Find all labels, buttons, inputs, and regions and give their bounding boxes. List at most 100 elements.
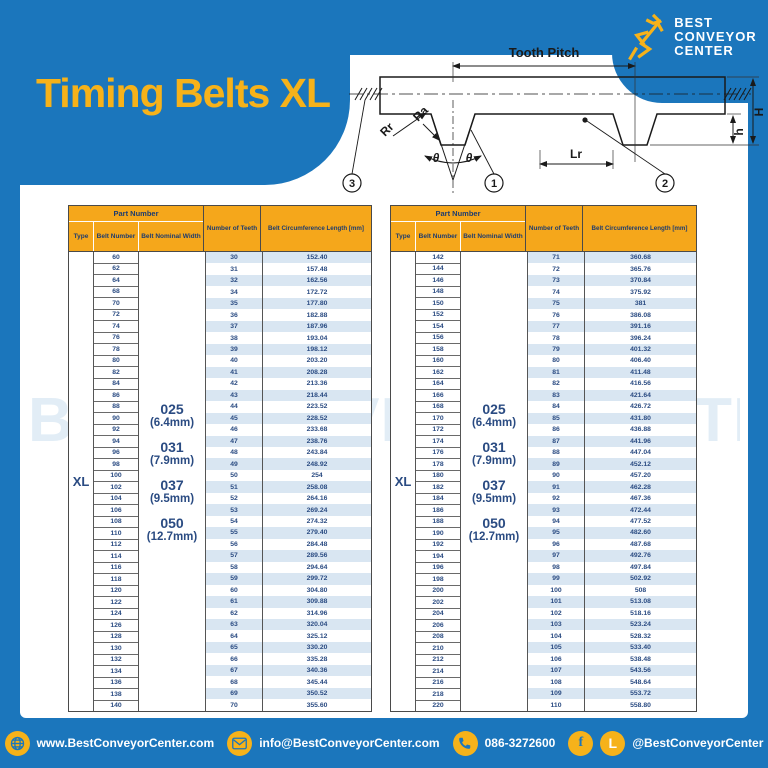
header-type: Type [69,222,94,251]
belt-number-cell: 186 [416,505,460,517]
circumference-cell: 502.92 [585,573,696,585]
circumference-cell: 345.44 [306,678,328,686]
belt-number-cell: 214 [416,666,460,678]
teeth-cell: 30 [206,252,262,264]
belt-number-cell: 196 [416,563,460,574]
width-code: 050 [160,514,184,531]
belt-number-cell: 176 [416,448,460,459]
callout-3: 3 [349,178,355,190]
teeth-cell: 49 [206,458,262,470]
header-belt-circumference: Belt Circumference Length [mm] [591,225,688,232]
circumference-cell: 177.80 [263,297,371,310]
belt-number-cell: 86 [94,390,138,402]
circumference-cell: 157.48 [306,265,328,273]
belt-number-cell: 140 [110,702,122,710]
belt-number-cell: 118 [94,574,138,586]
circumference-cell: 258.08 [263,481,371,493]
teeth-cell: 76 [552,311,560,319]
mail-icon [227,730,253,756]
circumference-cell: 182.88 [306,311,328,319]
circumference-cell: 172.72 [306,288,328,296]
teeth-cell: 96 [552,540,560,548]
table-header: Part Number Type Belt Number Belt Nomina… [69,206,371,252]
teeth-cell: 53 [206,504,262,516]
lr-label: Lr [570,147,582,161]
circumference-cell: 391.16 [585,320,696,333]
circumference-cell: 162.56 [263,274,371,287]
width-code: 037 [482,476,506,493]
belt-number-cell: 158 [416,344,460,356]
header-number-of-teeth: Number of Teeth [526,206,583,251]
belt-number-cell: 78 [94,344,138,356]
circumference-cell: 447.04 [630,449,651,457]
teeth-cell: 78 [552,334,560,342]
belt-number-cell: 110 [94,528,138,540]
teeth-cell: 68 [230,678,238,686]
belt-number-cell: 142 [416,252,460,264]
teeth-cell: 61 [206,596,262,608]
teeth-cell: 63 [206,619,262,631]
teeth-cell: 70 [230,701,238,709]
circumference-cell: 558.80 [630,701,651,709]
phone-icon [452,730,478,756]
belt-number-cell: 208 [416,632,460,643]
belt-number-cell: 138 [94,689,138,701]
teeth-cell: 81 [528,366,584,379]
circumference-cell: 203.20 [306,357,328,365]
teeth-cell: 41 [206,366,262,379]
belt-number-cell: 82 [94,367,138,379]
logo-block: BEST CONVEYOR CENTER [612,0,768,103]
circumference-cell: 452.12 [585,458,696,470]
belt-number-cell: 72 [94,310,138,321]
belt-number-cell: 194 [416,551,460,563]
circumference-cell: 533.40 [585,641,696,654]
circumference-cell: 492.76 [585,550,696,562]
footer-social[interactable]: f L @BestConveyorCenter [568,730,763,756]
ra-label: Ra [410,103,431,124]
belt-number-cell: 216 [416,678,460,689]
belt-number-cell: 190 [416,528,460,540]
teeth-cell: 34 [230,288,238,296]
belt-number-cell: 182 [416,482,460,494]
belt-number-cell: 94 [94,436,138,448]
circumference-cell: 335.28 [306,655,328,663]
teeth-cell: 79 [528,343,584,356]
circumference-cell: 396.24 [630,334,651,342]
belt-number-cell: 132 [94,655,138,666]
belt-number-cell: 128 [94,632,138,643]
circumference-cell: 467.36 [630,495,651,503]
belt-number-cell: 162 [416,367,460,379]
circumference-cell: 416.56 [630,380,651,388]
teeth-cell: 36 [230,311,238,319]
belt-number-cell: 136 [94,678,138,689]
theta-right-label: θ [466,151,473,165]
belt-number-cell: 98 [94,459,138,471]
footer-website[interactable]: www.BestConveyorCenter.com [4,730,214,756]
footer-email[interactable]: info@BestConveyorCenter.com [227,730,440,756]
circumference-cell: 325.12 [306,632,328,640]
teeth-cell: 44 [230,403,238,411]
belt-number-cell: 124 [94,609,138,620]
teeth-cell: 77 [528,320,584,333]
logo-line1: BEST [674,15,713,30]
width-code: 031 [160,438,184,455]
width-code: 050 [482,514,506,531]
circumference-cell: 350.52 [263,687,371,700]
footer-phone[interactable]: 086-3272600 [452,730,555,756]
globe-icon [4,730,30,756]
header-part-number: Part Number [69,206,203,222]
belt-number-cell: 146 [416,275,460,287]
circumference-cell: 238.76 [263,435,371,447]
belt-number-cell: 104 [94,494,138,505]
width-mm: (9.5mm) [471,492,517,505]
belt-number-cell: 164 [416,379,460,390]
circumference-cell: 248.92 [263,458,371,470]
teeth-cell: 32 [206,274,262,287]
belt-number-cell: 206 [416,620,460,632]
teeth-cell: 94 [552,518,560,526]
teeth-cell: 64 [230,632,238,640]
teeth-cell: 55 [206,527,262,539]
circumference-cell: 548.64 [630,678,651,686]
circumference-cell: 513.08 [585,596,696,608]
